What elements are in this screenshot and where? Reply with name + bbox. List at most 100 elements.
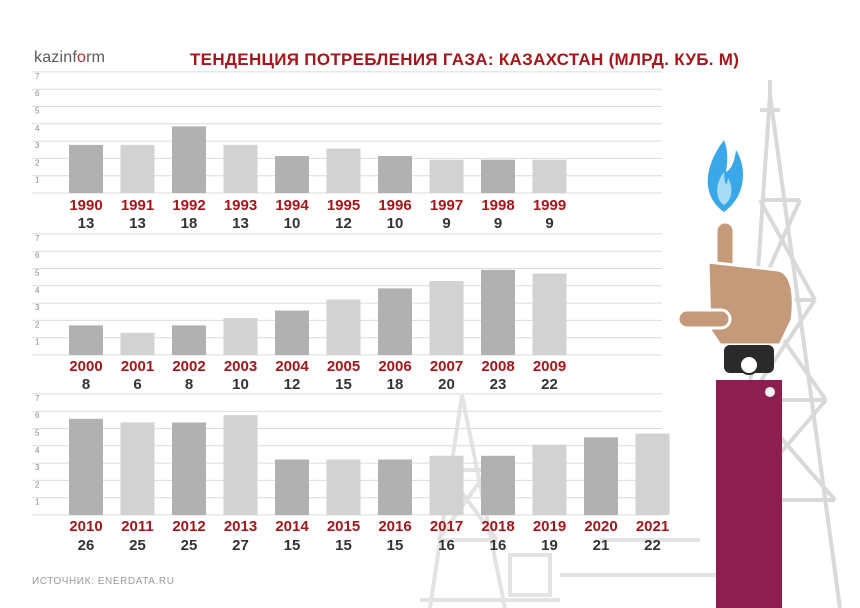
value-label: 27 [232,537,249,554]
bar [120,422,155,515]
bar [378,288,412,355]
year-label: 2002 [172,358,205,375]
year-label: 1995 [327,197,360,214]
value-label: 13 [129,215,146,232]
year-label: 2009 [533,358,566,375]
value-label: 22 [644,537,661,554]
value-label: 9 [494,215,502,232]
bar [120,332,155,355]
y-tick-label: 7 [35,394,40,403]
value-label: 10 [387,215,404,232]
value-label: 8 [185,376,193,393]
bar [532,159,567,193]
year-label: 2015 [327,518,360,535]
value-label: 15 [335,537,352,554]
year-label: 2013 [224,518,257,535]
year-label: 2014 [275,518,309,535]
bar [172,325,206,355]
hand-icon [676,220,795,608]
year-label: 1990 [69,197,102,214]
bar [429,281,464,355]
bar [120,144,155,193]
bar [69,325,103,355]
bar [275,459,309,515]
chart-title: ТЕНДЕНЦИЯ ПОТРЕБЛЕНИЯ ГАЗА: КАЗАХСТАН (М… [190,50,740,69]
y-tick-label: 7 [35,234,40,243]
bar [326,459,361,515]
value-label: 25 [129,537,146,554]
value-label: 25 [181,537,198,554]
y-tick-label: 1 [35,498,40,507]
y-tick-label: 5 [35,269,40,278]
y-tick-label: 6 [35,89,40,98]
year-label: 2011 [121,518,154,535]
value-label: 12 [335,215,352,232]
year-label: 2004 [275,358,309,375]
y-tick-label: 4 [35,286,40,295]
year-label: 1999 [533,197,566,214]
value-label: 19 [541,537,558,554]
bar [481,269,515,355]
year-label: 2003 [224,358,257,375]
year-label: 2021 [636,518,669,535]
value-label: 8 [82,376,90,393]
bar [429,455,464,515]
value-label: 12 [284,376,301,393]
year-label: 2000 [69,358,102,375]
value-label: 15 [335,376,352,393]
bar [223,415,258,515]
bar [326,299,361,355]
value-label: 13 [232,215,249,232]
y-tick-label: 2 [35,320,40,329]
bar [326,148,361,193]
y-tick-label: 2 [35,158,40,167]
value-label: 22 [541,376,558,393]
year-label: 1992 [172,197,205,214]
y-tick-label: 1 [35,176,40,185]
year-label: 2019 [533,518,566,535]
bar [481,159,515,193]
year-label: 1996 [378,197,411,214]
bar [69,418,103,515]
year-label: 2017 [430,518,463,535]
year-label: 1998 [481,197,514,214]
year-label: 2001 [121,358,154,375]
flame-icon [707,140,744,212]
year-label: 2016 [378,518,411,535]
bar [429,159,464,193]
year-label: 1991 [121,197,154,214]
year-label: 2010 [69,518,102,535]
year-label: 2007 [430,358,463,375]
bar [223,318,258,355]
value-label: 13 [78,215,95,232]
bar [378,459,412,515]
bar [481,455,515,515]
year-label: 2012 [172,518,205,535]
year-label: 1997 [430,197,463,214]
y-tick-label: 6 [35,411,40,420]
value-label: 9 [442,215,450,232]
value-label: 15 [387,537,404,554]
y-tick-label: 3 [35,463,40,472]
year-label: 1994 [275,197,309,214]
source-note: ИСТОЧНИК: ENERDATA.RU [32,576,175,587]
y-tick-label: 1 [35,338,40,347]
y-tick-label: 4 [35,124,40,133]
value-label: 23 [490,376,507,393]
value-label: 15 [284,537,301,554]
kazinform-logo: kazinform [34,49,106,66]
bar [172,126,206,193]
year-label: 2020 [584,518,617,535]
bar [172,422,206,515]
y-tick-label: 2 [35,480,40,489]
value-label: 21 [593,537,610,554]
bar [223,144,258,193]
bar [378,156,412,193]
y-tick-label: 7 [35,72,40,81]
y-tick-label: 5 [35,107,40,116]
value-label: 16 [490,537,507,554]
value-label: 18 [181,215,198,232]
value-label: 26 [78,537,95,554]
